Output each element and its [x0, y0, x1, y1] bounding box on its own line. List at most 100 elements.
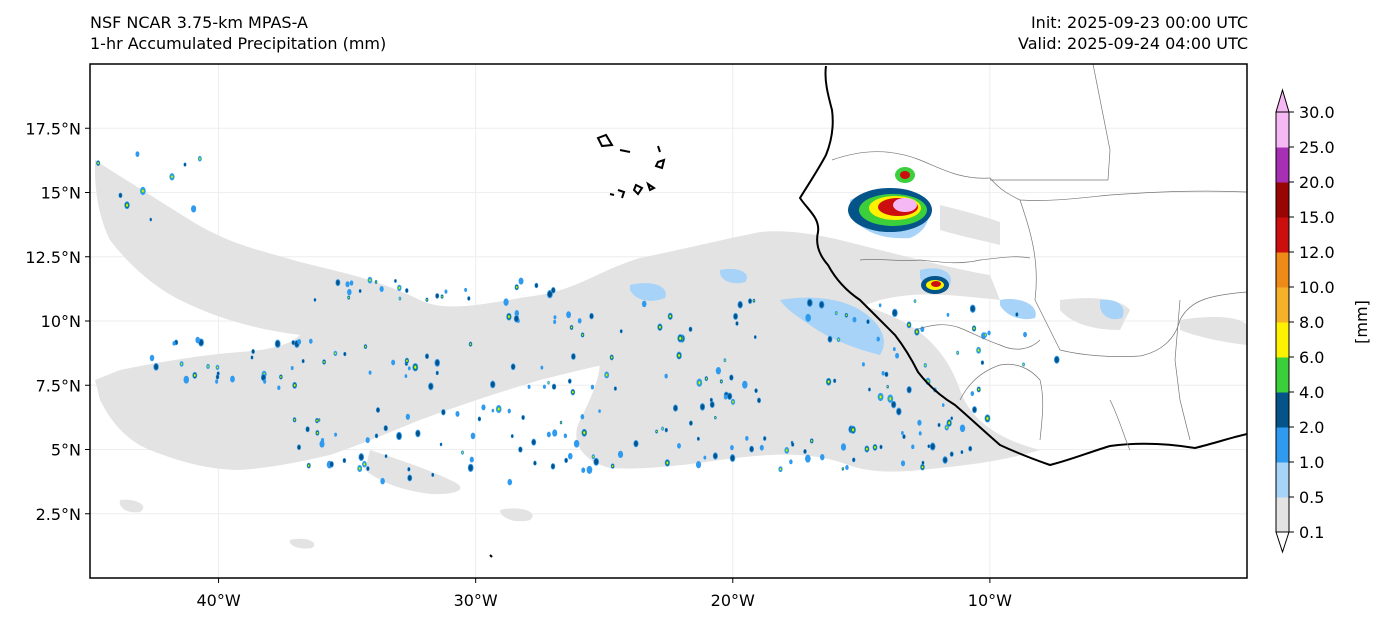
precip-cell-core — [531, 439, 536, 445]
precip-cell — [507, 408, 511, 414]
precip-cell-core — [960, 450, 963, 454]
precip-cell-core — [907, 387, 911, 393]
precip-cell-core — [710, 398, 713, 402]
precip-cell-core — [968, 446, 972, 451]
precip-cell-core — [292, 340, 295, 345]
precip-cell — [527, 384, 531, 389]
precip-cell-core — [154, 364, 158, 370]
precip-cell — [407, 366, 411, 371]
precip-cell — [881, 371, 885, 376]
precip-cell-core — [710, 402, 714, 408]
precip-cell-core — [359, 289, 362, 293]
precip-cell-core — [375, 281, 377, 283]
precip-cell — [405, 413, 410, 420]
precip-cell-core — [572, 391, 574, 394]
precip-cell-core — [514, 315, 519, 322]
precip-cell-core — [589, 313, 594, 319]
precip-cell-core — [874, 446, 876, 449]
precip-cell-core — [977, 349, 980, 352]
precip-cell — [455, 411, 460, 417]
precip-cell — [263, 379, 267, 384]
precip-cell-core — [705, 377, 707, 380]
precip-cell-core — [916, 330, 918, 333]
precip-cell-core — [302, 359, 305, 363]
precip-cell-core — [689, 421, 693, 426]
precip-cell-core — [533, 461, 537, 465]
precip-cell-core — [754, 335, 757, 339]
precip-cell-core — [749, 446, 754, 452]
colorbar-swatch — [1276, 322, 1289, 358]
precip-cell-core — [199, 157, 201, 160]
precip-cell-core — [852, 428, 854, 431]
precip-cell — [277, 385, 281, 391]
precip-cell-core — [280, 376, 282, 378]
precip-cell-core — [364, 345, 366, 348]
precip-cell-core — [733, 313, 738, 320]
precip-cell-core — [551, 287, 555, 293]
lat-tick-label: 2.5°N — [36, 505, 81, 524]
precip-cell — [546, 431, 551, 438]
precip-cell — [309, 338, 313, 344]
precip-cell-core — [399, 297, 401, 300]
precip-cell — [573, 439, 580, 448]
precip-cell-core — [700, 404, 705, 410]
colorbar-min-arrow — [1275, 531, 1290, 554]
colorbar-tick-label: 0.1 — [1299, 523, 1324, 542]
colorbar-tick-label: 2.0 — [1299, 418, 1324, 437]
precip-cell-core — [552, 384, 556, 390]
precip-cell-core — [149, 218, 152, 221]
precip-cell-core — [889, 397, 892, 400]
precip-cell-core — [436, 371, 439, 375]
precip-cell-core — [868, 388, 871, 391]
precip-cell — [347, 288, 352, 296]
precip-cell-core — [779, 468, 782, 471]
precip-cell-core — [385, 454, 388, 458]
precip-cell-core — [407, 467, 410, 471]
precip-cell — [297, 339, 302, 345]
precip-cell — [970, 391, 975, 397]
precip-cell — [941, 403, 945, 407]
precip-cell — [892, 347, 896, 352]
precip-cell-core — [376, 407, 380, 413]
precip-cell-core — [217, 371, 220, 376]
precip-cell-core — [547, 291, 552, 298]
precip-cell — [918, 431, 922, 436]
precip-cell-core — [426, 299, 428, 301]
precip-cell-core — [275, 340, 280, 347]
lon-tick-label: 40°W — [196, 591, 240, 610]
precip-cell-core — [497, 407, 500, 411]
precip-cell-core — [126, 204, 128, 207]
precip-cell — [840, 443, 847, 451]
convective-cells — [96, 151, 1060, 486]
precip-cell-core — [406, 359, 408, 362]
precip-cell — [987, 330, 991, 336]
precip-cell-core — [560, 422, 562, 424]
precip-cell-core — [606, 374, 608, 376]
precip-cell — [617, 450, 624, 459]
precip-cell-core — [306, 427, 310, 432]
colorbar-tick-label: 20.0 — [1299, 173, 1335, 192]
precip-cell-core — [930, 443, 935, 450]
precip-cell-core — [924, 364, 926, 366]
precip-cell-core — [363, 463, 366, 466]
precip-cell-core — [735, 321, 739, 326]
precip-cell — [959, 424, 966, 433]
precip-cell-core — [713, 453, 718, 459]
coastline — [489, 65, 1247, 558]
precip-cell — [135, 151, 140, 157]
precip-cell-core — [250, 356, 253, 359]
precip-cell-core — [986, 417, 989, 420]
colorbar-swatch — [1276, 287, 1289, 323]
precip-cell-core — [323, 361, 325, 363]
precip-cell — [464, 287, 468, 292]
precip-cell — [878, 303, 882, 308]
precip-cell — [470, 432, 476, 440]
precip-cell — [586, 465, 593, 474]
precip-cell — [514, 310, 520, 317]
precip-cell — [290, 365, 294, 371]
precip-cell — [820, 454, 825, 461]
precip-cell — [365, 437, 370, 444]
precip-cell-core — [842, 468, 844, 470]
precip-cell-core — [803, 449, 807, 454]
precip-cell-core — [879, 395, 882, 399]
